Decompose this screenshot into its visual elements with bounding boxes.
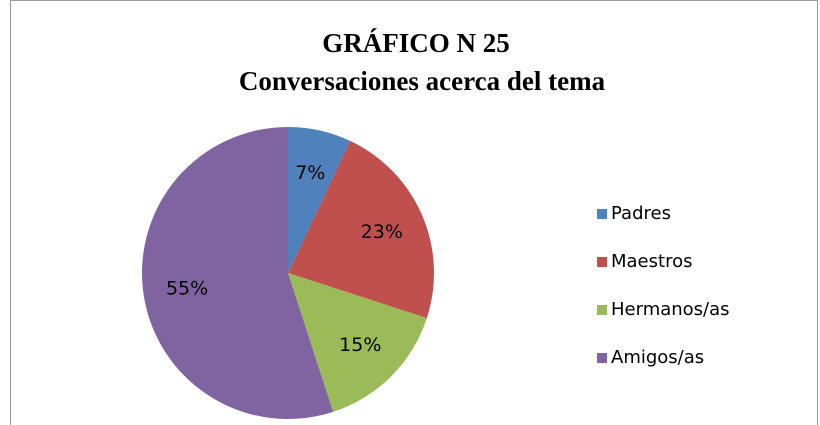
pie-slice <box>288 273 427 412</box>
pie-slice <box>288 140 434 319</box>
legend-swatch <box>597 353 607 363</box>
data-label: 23% <box>361 221 403 243</box>
legend-swatch <box>597 257 607 267</box>
chart-title: GRÁFICO N 25 <box>322 28 510 58</box>
legend-label: Hermanos/as <box>611 299 730 320</box>
legend-label: Padres <box>611 203 671 224</box>
pie-slice <box>288 127 351 273</box>
legend-label: Maestros <box>611 251 692 272</box>
legend-label: Amigos/as <box>611 347 704 368</box>
legend-swatch <box>597 209 607 219</box>
data-label: 55% <box>166 277 208 299</box>
legend-swatch <box>597 305 607 315</box>
data-label: 7% <box>295 162 325 184</box>
chart-subtitle: Conversaciones acerca del tema <box>239 66 606 96</box>
data-label: 15% <box>339 334 381 356</box>
pie-slice <box>141 127 334 420</box>
